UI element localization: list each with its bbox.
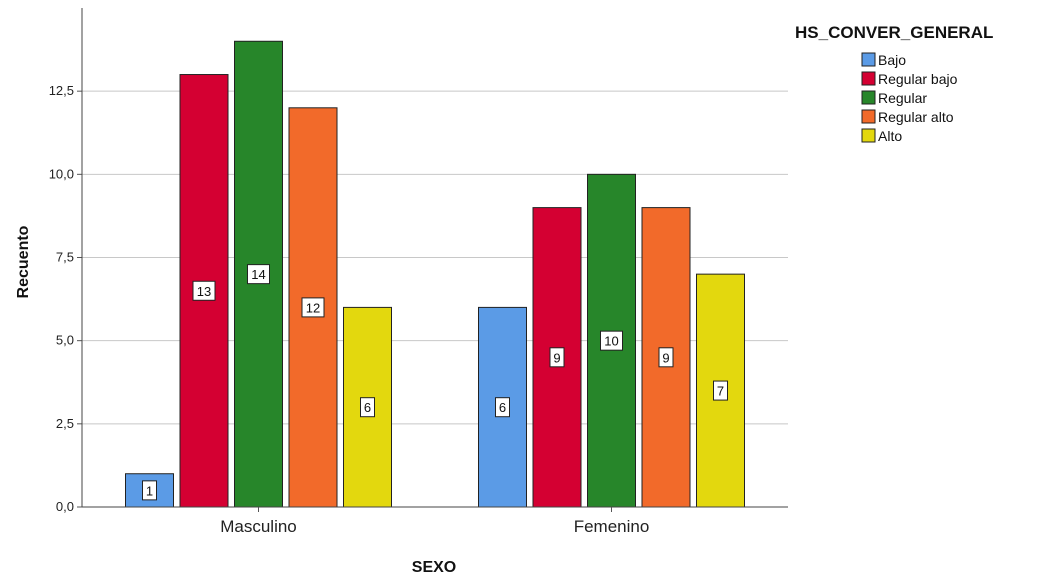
legend-entry: Regular alto bbox=[878, 109, 954, 125]
y-tick-label: 12,5 bbox=[49, 83, 74, 98]
data-label: 6 bbox=[499, 400, 506, 415]
data-label-box bbox=[495, 397, 510, 418]
y-axis-title: Recuento bbox=[15, 225, 32, 298]
data-label-box bbox=[600, 330, 623, 351]
data-label: 12 bbox=[306, 300, 320, 315]
bars bbox=[125, 40, 745, 508]
legend-swatch bbox=[861, 90, 876, 105]
x-tick-label: Masculino bbox=[220, 517, 297, 536]
data-label-box bbox=[360, 397, 375, 418]
axes: 0,0 2,5 5,0 7,5 10,0 12,5 Masculino Femenino bbox=[49, 8, 788, 536]
data-label: 9 bbox=[553, 350, 560, 365]
data-label-box bbox=[549, 347, 565, 368]
data-label-box bbox=[142, 480, 157, 501]
legend-entry: Regular bbox=[878, 90, 927, 106]
data-label-box bbox=[301, 297, 325, 318]
legend-entry: Regular bajo bbox=[878, 71, 958, 87]
legend-swatch bbox=[861, 128, 876, 143]
data-label-box bbox=[658, 347, 674, 368]
legend-swatch bbox=[861, 71, 876, 86]
data-label: 1 bbox=[146, 483, 153, 498]
legend-entry: Bajo bbox=[878, 52, 906, 68]
data-label: 6 bbox=[364, 400, 371, 415]
data-label: 14 bbox=[251, 267, 265, 282]
legend: HS_CONVER_GENERAL Bajo Regular bajo Regula… bbox=[795, 23, 993, 144]
data-label: 9 bbox=[662, 350, 669, 365]
legend-title: HS_CONVER_GENERAL bbox=[795, 23, 993, 42]
legend-swatch bbox=[861, 109, 876, 124]
legend-swatch bbox=[861, 52, 876, 67]
y-tick-label: 2,5 bbox=[56, 416, 74, 431]
y-tick-label: 0,0 bbox=[56, 499, 74, 514]
data-label-box bbox=[713, 380, 728, 401]
x-tick-label: Femenino bbox=[574, 517, 650, 536]
data-label: 13 bbox=[197, 284, 211, 299]
data-label: 10 bbox=[604, 334, 618, 349]
data-label-box bbox=[192, 280, 216, 301]
data-label-box bbox=[247, 264, 270, 285]
legend-entry: Alto bbox=[878, 128, 902, 144]
y-tick-label: 5,0 bbox=[56, 333, 74, 348]
data-labels: 1 13 14 12 6 6 9 10 9 7 bbox=[142, 264, 728, 501]
y-tick-label: 10,0 bbox=[49, 166, 74, 181]
data-label: 7 bbox=[717, 384, 724, 399]
y-tick-label: 7,5 bbox=[56, 250, 74, 265]
x-axis-title: SEXO bbox=[412, 559, 456, 576]
